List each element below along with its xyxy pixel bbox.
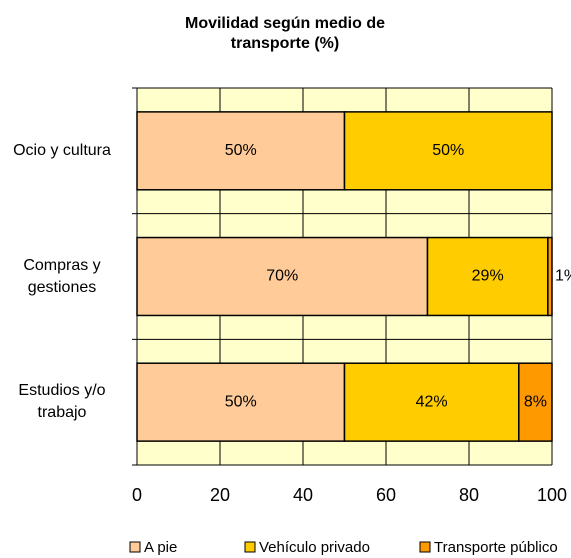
legend-label: Vehículo privado — [259, 539, 370, 556]
data-label: 8% — [524, 393, 547, 410]
legend-swatch — [129, 541, 141, 553]
bar-segment — [136, 236, 429, 317]
data-label: 42% — [416, 393, 448, 410]
x-tick-label: 0 — [132, 485, 142, 505]
bar-segment — [136, 111, 346, 191]
x-tick-label: 60 — [376, 485, 396, 505]
bar-segment — [343, 111, 553, 191]
y-tick-label: Compras y gestiones — [23, 256, 101, 296]
bar-segment — [343, 362, 520, 442]
data-label: 1% — [555, 268, 571, 285]
y-tick-label: Estudios y/o trabajo — [18, 382, 106, 422]
bar-segment — [518, 362, 553, 442]
data-label: 50% — [225, 393, 257, 410]
bar-segment — [136, 362, 346, 442]
data-label: 50% — [432, 142, 464, 159]
x-tick-label: 20 — [210, 485, 230, 505]
x-tick-label: 40 — [293, 485, 313, 505]
bar-segment — [547, 236, 553, 317]
x-tick-label: 80 — [459, 485, 479, 505]
data-label: 50% — [225, 142, 257, 159]
y-tick-label: Ocio y cultura — [13, 141, 111, 159]
bar-segment — [426, 236, 549, 317]
legend-swatch — [419, 541, 431, 553]
data-label: 29% — [472, 268, 504, 285]
chart-title: Movilidad según medio de transporte (%) — [184, 15, 386, 52]
legend-label: Transporte público — [434, 539, 558, 556]
data-label: 70% — [266, 268, 298, 285]
legend-swatch — [244, 541, 256, 553]
legend-label: A pie — [144, 539, 177, 556]
x-tick-label: 100 — [537, 485, 567, 505]
